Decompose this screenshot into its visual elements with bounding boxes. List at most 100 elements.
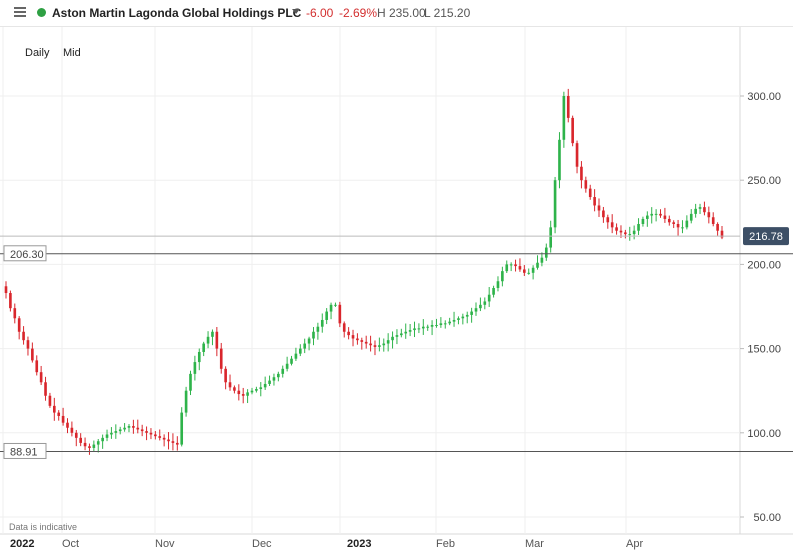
candle-body (386, 340, 390, 344)
candle-body (479, 304, 482, 309)
candle-body (716, 223, 719, 231)
candle-body (382, 343, 386, 346)
candle-body (356, 338, 359, 341)
candle-body (483, 301, 487, 305)
candle-body (189, 373, 192, 391)
current-price-label: 216.78 (749, 231, 783, 243)
candle-body (421, 326, 425, 329)
y-tick-label: 300.00 (747, 91, 781, 103)
candle-body (628, 234, 632, 236)
candle-body (566, 96, 570, 118)
candle-body (373, 345, 377, 347)
reference-line-label: 88.91 (10, 446, 38, 458)
market-status-icon (37, 8, 46, 17)
candle-body (615, 227, 618, 231)
candle-body (575, 143, 579, 167)
candle-body (711, 217, 715, 224)
candle-body (426, 326, 430, 328)
price-change: -6.00 (306, 6, 334, 20)
candle-body (360, 340, 364, 342)
price-type-selector[interactable]: Mid (63, 47, 81, 59)
candle-body (162, 437, 166, 440)
candle-body (637, 223, 640, 231)
candle-body (70, 427, 74, 433)
reference-line-label: 206.30 (10, 249, 44, 261)
candle-body (492, 287, 495, 295)
candle-body (443, 323, 447, 325)
candle-body (584, 180, 588, 189)
candle-body (277, 373, 280, 378)
x-tick-label: Apr (626, 538, 643, 550)
candle-body (263, 383, 267, 388)
candle-body (136, 427, 140, 430)
candle-body (654, 213, 658, 215)
candle-body (171, 441, 175, 443)
candle-body (312, 331, 315, 339)
candle-body (57, 412, 61, 416)
candle-body (593, 197, 596, 206)
candle-body (105, 434, 109, 438)
candle-body (61, 415, 65, 423)
candle-body (285, 363, 289, 369)
candle-body (272, 377, 276, 381)
day-high: H 235.00 (377, 6, 426, 20)
interval-selector[interactable]: Daily (25, 47, 50, 59)
candle-body (329, 304, 333, 312)
candle-body (215, 331, 219, 349)
candle-body (101, 437, 104, 442)
candle-body (246, 392, 249, 396)
candle-body (88, 446, 91, 448)
candle-body (338, 304, 342, 324)
chevron-down-icon[interactable] (292, 9, 300, 14)
candle-body (395, 335, 399, 337)
candle-body (518, 266, 522, 270)
candle-body (501, 271, 504, 282)
candle-body (474, 308, 478, 312)
data-disclaimer: Data is indicative (9, 522, 78, 532)
candle-body (241, 394, 245, 396)
candle-body (39, 372, 43, 383)
candle-body (145, 431, 148, 433)
candle-body (255, 389, 258, 391)
x-tick-label: 2022 (10, 538, 34, 550)
candle-body (650, 213, 654, 216)
candle-body (35, 360, 39, 373)
candle-body (316, 326, 320, 332)
candle-body (325, 311, 328, 320)
y-tick-label: 250.00 (747, 175, 781, 187)
candle-body (158, 436, 162, 438)
candle-body (193, 362, 197, 374)
candle-body (206, 336, 210, 344)
candle-body (646, 215, 649, 219)
candle-body (96, 441, 100, 445)
candle-body (228, 382, 232, 388)
candle-body (663, 215, 667, 219)
candle-body (22, 331, 25, 341)
candle-body (597, 205, 601, 211)
candle-body (74, 432, 78, 438)
x-tick-label: Mar (525, 538, 544, 550)
y-tick-label: 100.00 (747, 428, 781, 440)
candle-body (685, 220, 689, 228)
instrument-name[interactable]: Aston Martin Lagonda Global Holdings PLC (52, 6, 302, 20)
candle-body (303, 343, 307, 349)
candle-body (351, 335, 355, 339)
candle-body (13, 308, 17, 319)
candle-body (114, 431, 118, 433)
candle-body (505, 264, 509, 272)
candle-body (457, 318, 460, 320)
candle-body (307, 338, 311, 344)
candle-body (294, 353, 298, 359)
candle-body (435, 325, 438, 327)
candle-body (224, 368, 227, 383)
candle-body (544, 247, 548, 258)
candle-body (610, 222, 614, 228)
candle-body (430, 325, 434, 327)
candle-body (689, 213, 693, 221)
candle-body (461, 316, 465, 319)
candle-body (619, 230, 623, 233)
candle-body (580, 166, 583, 181)
menu-icon[interactable] (14, 7, 26, 17)
price-change-percent: -2.69% (339, 6, 378, 20)
